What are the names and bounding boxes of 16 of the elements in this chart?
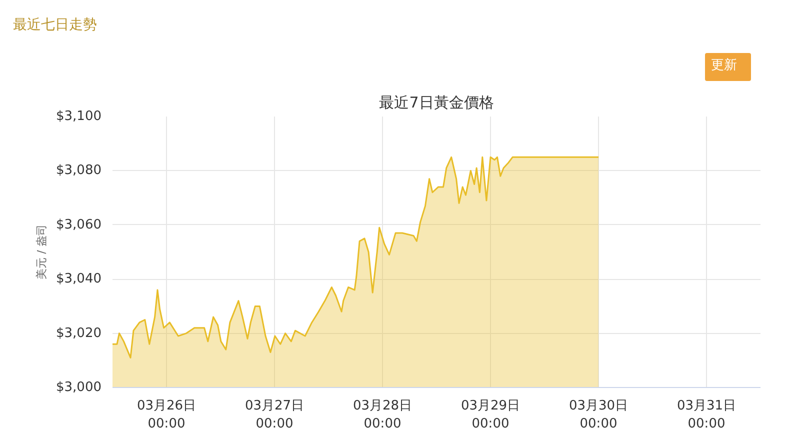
- x-tick-label: 03月28日 00:00: [352, 398, 412, 432]
- y-axis-title: 美元 / 盎司: [35, 224, 48, 280]
- x-tick-label: 03月31日 00:00: [676, 398, 736, 432]
- y-tick-label: $3,080: [56, 163, 102, 178]
- y-tick-label: $3,100: [56, 109, 102, 124]
- x-tick-label: 03月26日 00:00: [136, 398, 196, 432]
- x-tick-label: 03月29日 00:00: [460, 398, 520, 432]
- chart-title: 最近7日黃金價格: [379, 94, 494, 112]
- y-tick-label: $3,040: [56, 272, 102, 287]
- text: 更新: [711, 57, 737, 75]
- y-tick-label: $3,060: [56, 217, 102, 232]
- x-tick-label: 03月30日 00:00: [568, 398, 628, 432]
- x-tick-label: 03月27日 00:00: [244, 398, 304, 432]
- y-tick-label: $3,020: [56, 326, 102, 341]
- text: 最近七日走勢: [13, 16, 97, 35]
- y-tick-label: $3,000: [56, 380, 102, 395]
